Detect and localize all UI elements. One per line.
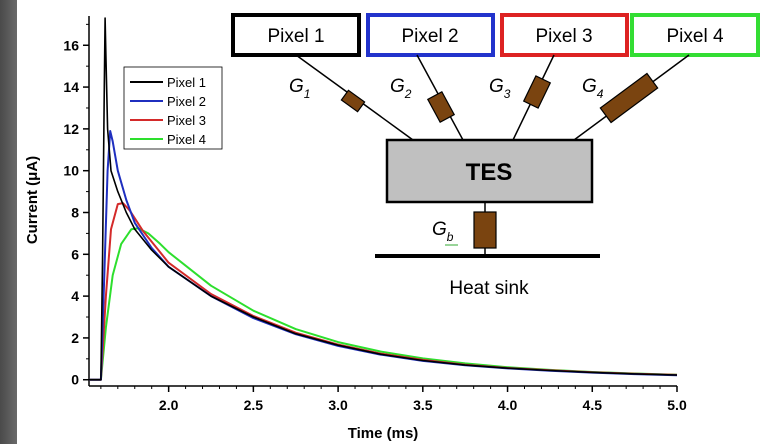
resistor-g4 <box>599 72 659 124</box>
legend-label-2: Pixel 2 <box>167 94 206 109</box>
tes-label: TES <box>466 159 513 186</box>
x-tick-label: 4.5 <box>583 397 603 413</box>
series-line-pixel-3 <box>89 202 678 381</box>
pixel-box-4-label: Pixel 4 <box>666 26 723 47</box>
legend-label-4: Pixel 4 <box>167 132 206 147</box>
x-tick-label: 3.5 <box>413 397 433 413</box>
label-g3: G3 <box>489 76 511 101</box>
y-axis-label: Current (μA) <box>24 156 41 244</box>
label-g2: G2 <box>390 76 412 101</box>
resistor-gb <box>473 211 497 249</box>
figure-canvas: 0 2 4 6 8 10 12 14 16 2.0 2.5 3.0 3.5 4.0 4.5 5.0 Time… <box>24 13 760 442</box>
y-tick-label: 0 <box>71 372 79 388</box>
pixel-box-1: Pixel 1 <box>231 13 361 57</box>
resistor-g2 <box>426 90 456 124</box>
y-axis: 0 2 4 6 8 10 12 14 16 <box>63 16 90 388</box>
y-tick-label: 14 <box>63 79 79 95</box>
pixel-box-3: Pixel 3 <box>500 13 629 57</box>
pixel-box-2: Pixel 2 <box>366 13 495 57</box>
tes-box: TES <box>385 138 594 204</box>
series-line-pixel-4 <box>89 227 678 381</box>
resistor-g1 <box>340 89 366 113</box>
x-tick-label: 3.0 <box>328 397 348 413</box>
pixel-box-4: Pixel 4 <box>630 13 760 57</box>
y-tick-label: 16 <box>63 37 79 53</box>
legend-box <box>123 66 223 150</box>
x-tick-label: 2.0 <box>159 397 179 413</box>
y-tick-label: 6 <box>71 246 79 262</box>
x-axis: 2.0 2.5 3.0 3.5 4.0 4.5 5.0 <box>89 385 687 413</box>
figure-panel: 0 2 4 6 8 10 12 14 16 2.0 2.5 3.0 3.5 4.0 4.5 5.0 Time… <box>17 0 769 444</box>
x-axis-label: Time (ms) <box>348 425 419 442</box>
left-frame <box>0 0 17 444</box>
x-tick-label: 4.0 <box>498 397 518 413</box>
conductance-resistors <box>340 72 659 249</box>
plot-area <box>89 17 678 381</box>
heat-sink-label: Heat sink <box>449 278 529 299</box>
legend-label-3: Pixel 3 <box>167 113 206 128</box>
y-tick-label: 12 <box>63 121 79 137</box>
label-g1: G1 <box>289 76 310 101</box>
x-tick-label: 5.0 <box>667 397 687 413</box>
legend-label-1: Pixel 1 <box>167 75 206 90</box>
pixel-box-2-label: Pixel 2 <box>401 26 458 47</box>
y-tick-label: 8 <box>71 204 79 220</box>
label-gb: Gb <box>432 219 454 244</box>
resistor-g3 <box>522 75 552 109</box>
x-tick-label: 2.5 <box>244 397 264 413</box>
y-tick-label: 10 <box>63 163 79 179</box>
y-tick-label: 2 <box>71 330 79 346</box>
legend: Pixel 1 Pixel 2 Pixel 3 Pixel 4 <box>123 66 223 150</box>
label-g4: G4 <box>582 76 604 101</box>
y-tick-label: 4 <box>71 288 79 304</box>
pixel-box-1-label: Pixel 1 <box>267 26 324 47</box>
series-line-pixel-1 <box>89 17 678 381</box>
pixel-box-3-label: Pixel 3 <box>535 26 592 47</box>
